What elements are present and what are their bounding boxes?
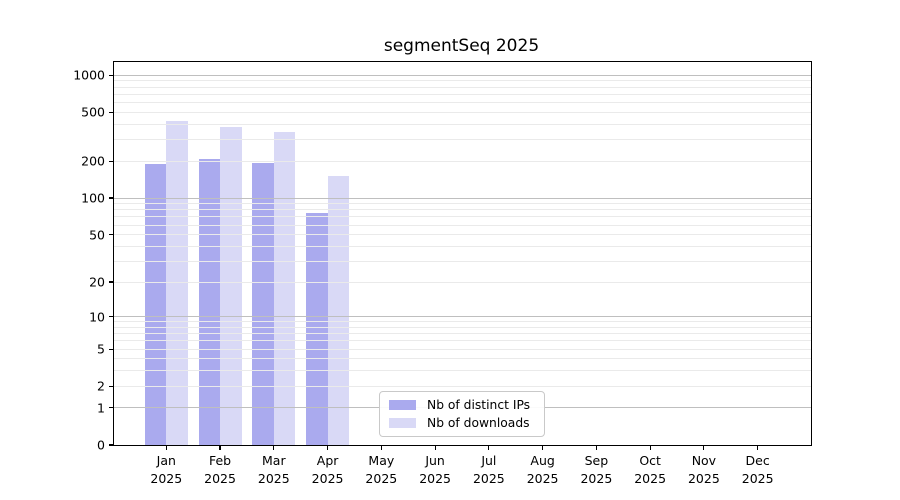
- legend-label-downloads: Nb of downloads: [427, 416, 530, 430]
- y-tick-label: 50: [89, 227, 105, 243]
- bar-distinct-ips-mar: [252, 163, 274, 445]
- y-tick-label: 1000: [73, 67, 105, 83]
- x-tick-year-text: 2025: [526, 470, 559, 486]
- y-tick-label: 500: [81, 104, 105, 120]
- legend: Nb of distinct IPs Nb of downloads: [379, 391, 545, 437]
- x-tick-year-text: 2025: [634, 470, 667, 486]
- x-tick-month-text: Feb: [208, 453, 232, 468]
- y-tick-label: 200: [81, 153, 105, 169]
- x-tick-month-text: Nov: [691, 453, 717, 468]
- y-tick-label: 100: [81, 190, 105, 206]
- gridline-minor-y700: [114, 93, 811, 95]
- x-tick-month-text: Mar: [262, 453, 286, 468]
- x-tick-label-nov: Nov 2025: [672, 452, 736, 487]
- y-tick-label: 10: [89, 309, 105, 325]
- legend-label-distinct-ips: Nb of distinct IPs: [427, 398, 531, 412]
- bar-downloads-mar: [273, 132, 296, 445]
- x-tick-month-text: Jan: [156, 453, 176, 468]
- x-tick-feb: [219, 445, 221, 450]
- x-tick-label-jul: Jul 2025: [457, 452, 521, 487]
- gridline-minor-y900: [114, 80, 811, 82]
- gridline-minor-y800: [114, 86, 811, 88]
- y-tick-label: 1: [97, 400, 105, 416]
- x-tick-month-text: Apr: [316, 453, 339, 468]
- y-tick-50: [109, 234, 114, 236]
- gridline-minor-y500: [114, 111, 811, 113]
- y-tick-0: [109, 444, 114, 446]
- x-tick-label-feb: Feb 2025: [188, 452, 252, 487]
- bar-downloads-jan: [166, 120, 188, 445]
- y-tick-label: 2: [97, 378, 105, 394]
- x-tick-year-text: 2025: [580, 470, 613, 486]
- y-tick-label: 5: [97, 341, 105, 357]
- gridline-minor-y600: [114, 102, 811, 104]
- x-tick-mar: [273, 445, 275, 450]
- x-tick-apr: [326, 445, 329, 450]
- legend-row-distinct-ips: Nb of distinct IPs: [389, 397, 535, 413]
- legend-swatch-distinct-ips: [389, 400, 416, 410]
- x-tick-label-dec: Dec 2025: [726, 452, 790, 487]
- x-tick-dec: [757, 445, 759, 450]
- x-tick-jun: [434, 445, 436, 450]
- y-tick-label: 20: [89, 274, 105, 290]
- x-tick-label-oct: Oct 2025: [618, 452, 682, 487]
- x-tick-month-text: Dec: [745, 453, 770, 468]
- x-tick-jan: [165, 445, 167, 450]
- x-tick-year-text: 2025: [257, 470, 290, 486]
- x-tick-month-text: Jul: [481, 453, 497, 468]
- x-tick-year-text: 2025: [419, 470, 451, 486]
- gridline-minor-y300: [114, 139, 811, 141]
- y-tick-500: [109, 111, 114, 113]
- x-tick-year-text: 2025: [150, 470, 183, 486]
- bar-distinct-ips-jan: [144, 163, 167, 445]
- x-tick-label-may: May 2025: [349, 452, 413, 487]
- y-tick-20: [109, 281, 114, 283]
- x-tick-month-text: Aug: [530, 453, 555, 468]
- x-tick-label-aug: Aug 2025: [511, 452, 575, 487]
- y-tick-1: [109, 407, 114, 409]
- y-tick-1000: [109, 74, 114, 76]
- x-tick-month-text: Oct: [639, 453, 661, 468]
- y-tick-10: [109, 316, 114, 318]
- x-tick-label-apr: Apr 2025: [296, 452, 360, 487]
- legend-swatch-downloads: [389, 418, 416, 428]
- chart-title: segmentSeq 2025: [383, 36, 540, 56]
- x-tick-oct: [649, 445, 651, 450]
- plot-area: 1000 500 200 100 50 20 10 5 2 1 0 Jan 2025 Feb 2025 Mar…: [73, 61, 812, 486]
- x-tick-nov: [703, 445, 705, 450]
- y-tick-5: [109, 348, 114, 350]
- x-tick-label-mar: Mar 2025: [242, 452, 306, 487]
- x-tick-aug: [542, 445, 544, 450]
- bar-downloads-feb: [220, 127, 242, 445]
- x-tick-label-jan: Jan 2025: [134, 452, 198, 487]
- bar-distinct-ips-apr: [306, 212, 328, 445]
- x-tick-label-jun: Jun 2025: [403, 452, 467, 487]
- legend-row-downloads: Nb of downloads: [389, 415, 535, 431]
- x-tick-year-text: 2025: [311, 470, 344, 486]
- bar-downloads-apr: [327, 175, 350, 445]
- x-tick-year-text: 2025: [204, 470, 236, 486]
- x-tick-month-text: Jun: [425, 453, 445, 468]
- x-tick-jul: [488, 445, 490, 450]
- x-tick-may: [380, 445, 382, 450]
- x-tick-month-text: May: [368, 453, 395, 468]
- x-tick-month-text: Sep: [584, 453, 609, 468]
- x-tick-label-sep: Sep 2025: [564, 452, 628, 487]
- x-tick-year-text: 2025: [741, 470, 774, 486]
- gridline-major-y1000: [114, 74, 811, 76]
- y-tick-label: 0: [97, 437, 105, 453]
- y-tick-100: [109, 197, 114, 199]
- gridline-minor-y400: [114, 123, 811, 125]
- bar-distinct-ips-feb: [198, 158, 221, 445]
- x-tick-sep: [595, 445, 597, 450]
- y-tick-200: [109, 160, 114, 162]
- x-tick-year-text: 2025: [687, 470, 720, 486]
- y-tick-2: [109, 385, 114, 387]
- x-tick-year-text: 2025: [472, 470, 505, 486]
- x-tick-year-text: 2025: [365, 470, 398, 486]
